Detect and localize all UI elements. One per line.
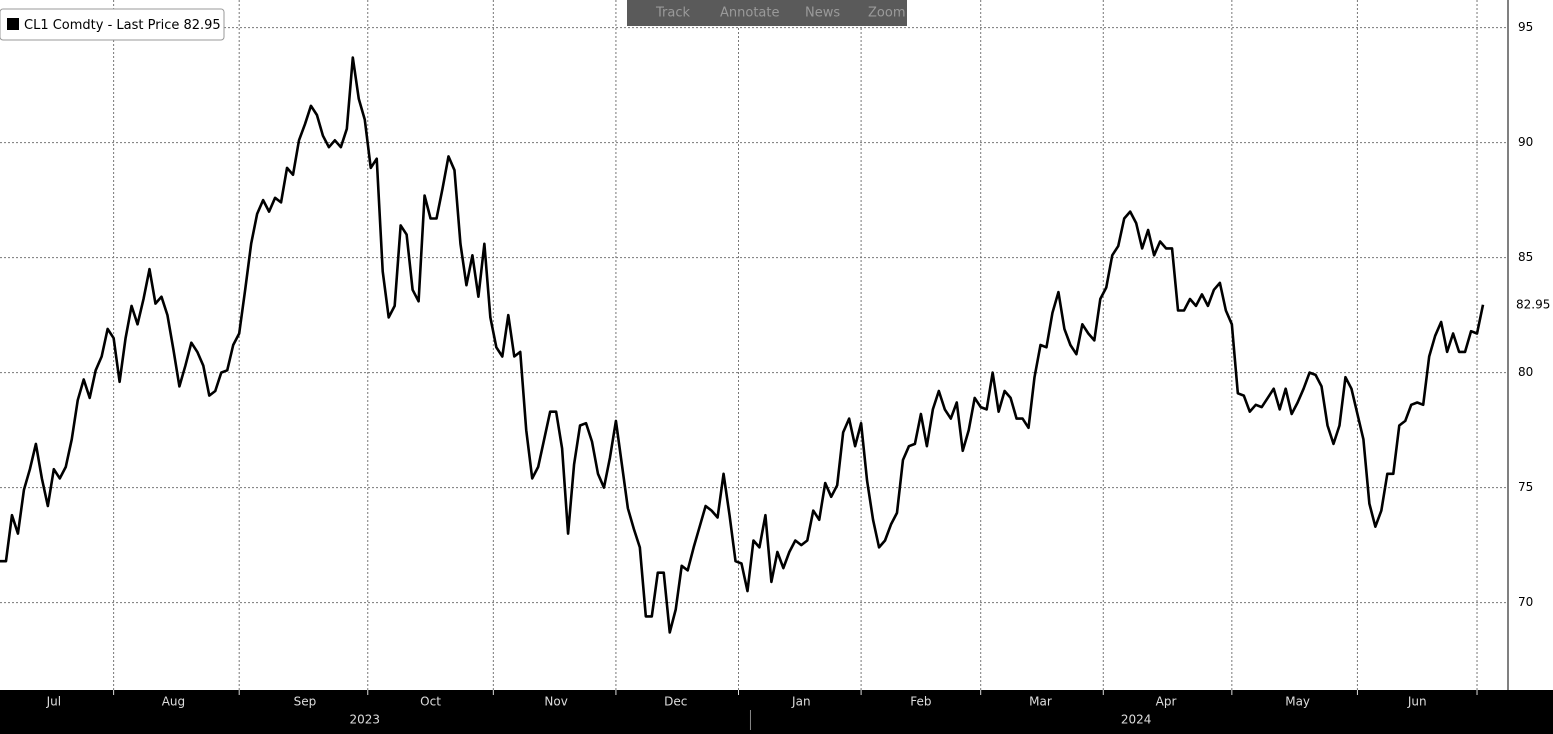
legend: CL1 Comdty - Last Price 82.95 bbox=[0, 8, 225, 41]
legend-swatch bbox=[7, 18, 19, 30]
legend-value: 82.95 bbox=[183, 18, 220, 33]
x-tick-label: Mar bbox=[1029, 695, 1052, 709]
x-tick-label: Sep bbox=[294, 695, 317, 709]
legend-label: CL1 Comdty - Last Price 82.95 bbox=[24, 18, 221, 33]
last-price-label: 82.95 bbox=[1516, 297, 1550, 311]
x-tick-label: Oct bbox=[420, 695, 441, 709]
toolbar-button[interactable]: Zoom bbox=[868, 6, 905, 21]
x-tick-label: Jun bbox=[1407, 695, 1427, 709]
toolbar-button[interactable]: Annotate bbox=[720, 6, 779, 21]
y-tick-label: 95 bbox=[1518, 20, 1533, 34]
legend-name: CL1 Comdty - Last Price bbox=[24, 18, 179, 33]
x-tick-label: Nov bbox=[544, 695, 567, 709]
price-line bbox=[0, 56, 1485, 634]
toolbar: Track Annotate News Zoom bbox=[627, 0, 907, 26]
x-tick-label: May bbox=[1285, 695, 1310, 709]
y-tick-label: 70 bbox=[1518, 595, 1533, 609]
toolbar-bg bbox=[627, 0, 907, 26]
x-tick-label: Apr bbox=[1156, 695, 1177, 709]
plot bbox=[0, 56, 1485, 634]
toolbar-button[interactable]: News bbox=[805, 6, 840, 21]
legend-box bbox=[0, 8, 225, 41]
y-axis: 70 75 80 85 90 95 82.95 bbox=[1516, 20, 1550, 609]
y-tick-label: 90 bbox=[1518, 135, 1533, 149]
year-label: 2024 bbox=[1121, 713, 1152, 727]
x-tick-label: Feb bbox=[910, 695, 931, 709]
x-tick-label: Dec bbox=[664, 695, 687, 709]
x-tick-label: Jan bbox=[791, 695, 811, 709]
year-label: 2023 bbox=[349, 713, 380, 727]
x-tick-label: Jul bbox=[46, 695, 61, 709]
x-axis: Jul Aug Sep Oct Nov Dec Jan Feb Mar Apr May Jun 2023… bbox=[46, 690, 1478, 730]
y-tick-label: 85 bbox=[1518, 250, 1533, 264]
x-tick-label: Aug bbox=[162, 695, 185, 709]
x-axis-band bbox=[0, 690, 1553, 734]
y-tick-label: 80 bbox=[1518, 365, 1533, 379]
toolbar-button[interactable]: Track bbox=[655, 6, 690, 21]
y-tick-label: 75 bbox=[1518, 480, 1533, 494]
